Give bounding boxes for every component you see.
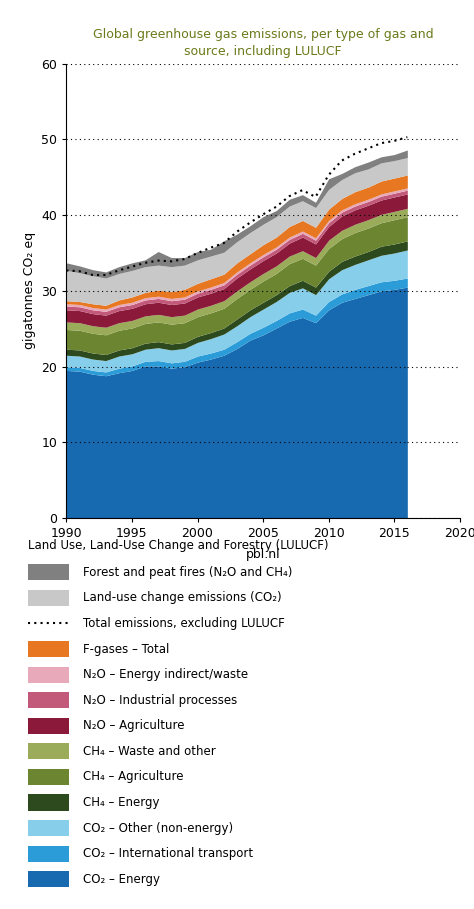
Y-axis label: gigatonnes CO₂ eq: gigatonnes CO₂ eq [23,233,36,349]
Text: N₂O – Industrial processes: N₂O – Industrial processes [83,694,237,706]
X-axis label: pbl.nl: pbl.nl [246,548,281,562]
Bar [28,718,69,734]
Text: CH₄ – Agriculture: CH₄ – Agriculture [83,771,184,784]
Text: N₂O – Energy indirect/waste: N₂O – Energy indirect/waste [83,668,248,681]
Text: CH₄ – Waste and other: CH₄ – Waste and other [83,744,216,758]
Text: F-gases – Total: F-gases – Total [83,643,170,655]
Bar [28,744,69,759]
Bar [28,692,69,708]
Text: Total emissions, excluding LULUCF: Total emissions, excluding LULUCF [83,617,285,630]
Bar [28,564,69,580]
Text: CH₄ – Energy: CH₄ – Energy [83,796,160,809]
Text: CO₂ – International transport: CO₂ – International transport [83,847,253,860]
Text: Land Use, Land-Use Change and Forestry (LULUCF): Land Use, Land-Use Change and Forestry (… [28,539,328,552]
Bar [28,769,69,784]
Bar [28,871,69,887]
Bar [28,845,69,862]
Text: CO₂ – Energy: CO₂ – Energy [83,873,160,885]
Text: Land-use change emissions (CO₂): Land-use change emissions (CO₂) [83,592,282,604]
Bar [28,820,69,836]
Bar [28,794,69,811]
Title: Global greenhouse gas emissions, per type of gas and
source, including LULUCF: Global greenhouse gas emissions, per typ… [93,28,433,58]
Text: CO₂ – Other (non-energy): CO₂ – Other (non-energy) [83,822,233,834]
Bar [28,590,69,606]
Bar [28,641,69,657]
Text: Forest and peat fires (N₂O and CH₄): Forest and peat fires (N₂O and CH₄) [83,565,292,579]
Text: N₂O – Agriculture: N₂O – Agriculture [83,719,185,733]
Bar [28,666,69,683]
